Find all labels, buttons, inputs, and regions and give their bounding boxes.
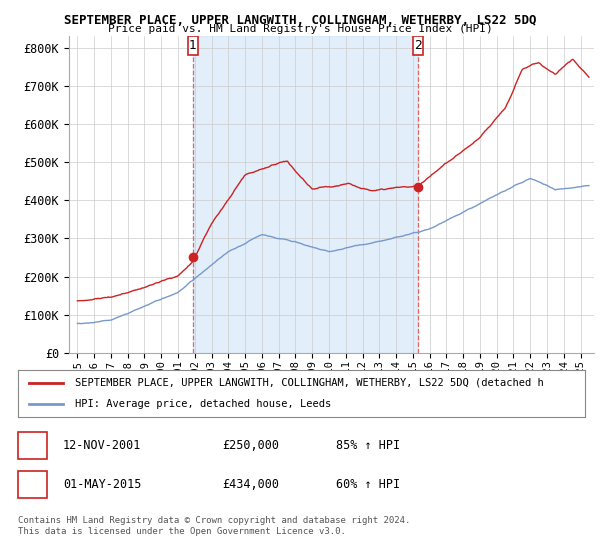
Text: £434,000: £434,000 <box>222 478 279 491</box>
Bar <box>413 36 424 55</box>
Text: 01-MAY-2015: 01-MAY-2015 <box>63 478 142 491</box>
Text: 1: 1 <box>188 39 197 53</box>
Text: SEPTEMBER PLACE, UPPER LANGWITH, COLLINGHAM, WETHERBY, LS22 5DQ: SEPTEMBER PLACE, UPPER LANGWITH, COLLING… <box>64 14 536 27</box>
Bar <box>188 36 197 55</box>
Bar <box>193 36 418 353</box>
Text: SEPTEMBER PLACE, UPPER LANGWITH, COLLINGHAM, WETHERBY, LS22 5DQ (detached h: SEPTEMBER PLACE, UPPER LANGWITH, COLLING… <box>75 378 544 388</box>
Text: HPI: Average price, detached house, Leeds: HPI: Average price, detached house, Leed… <box>75 399 331 409</box>
Text: This data is licensed under the Open Government Licence v3.0.: This data is licensed under the Open Gov… <box>18 528 346 536</box>
Text: 2: 2 <box>415 39 422 53</box>
Text: 1: 1 <box>29 438 36 452</box>
Text: 2: 2 <box>29 478 36 491</box>
Text: 60% ↑ HPI: 60% ↑ HPI <box>336 478 400 491</box>
Text: Price paid vs. HM Land Registry's House Price Index (HPI): Price paid vs. HM Land Registry's House … <box>107 24 493 34</box>
Text: £250,000: £250,000 <box>222 438 279 452</box>
Text: 85% ↑ HPI: 85% ↑ HPI <box>336 438 400 452</box>
Text: 12-NOV-2001: 12-NOV-2001 <box>63 438 142 452</box>
Text: Contains HM Land Registry data © Crown copyright and database right 2024.: Contains HM Land Registry data © Crown c… <box>18 516 410 525</box>
